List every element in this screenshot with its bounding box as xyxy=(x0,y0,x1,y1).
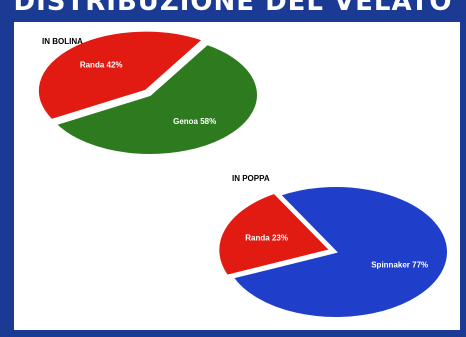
header-strip: DISTRIBUZIONE DEL VELATO xyxy=(0,0,466,22)
pie-1-slice-1-label: Genoa 58% xyxy=(173,117,216,126)
pie-title-1: IN BOLINA xyxy=(42,37,83,46)
pie-title-2: IN POPPA xyxy=(232,174,270,183)
pie-1-slice-2-label: Randa 42% xyxy=(80,61,123,70)
page-title: DISTRIBUZIONE DEL VELATO xyxy=(13,0,453,17)
pie-2-slice-1-label: Spinnaker 77% xyxy=(371,261,428,270)
pie-2-slice-1 xyxy=(231,185,449,319)
pie-2-slice-2 xyxy=(217,191,333,277)
pie-2-slice-2-label: Randa 23% xyxy=(245,233,288,242)
pie-1-slice-2 xyxy=(36,29,206,122)
pie-1-slice-1 xyxy=(53,42,259,156)
